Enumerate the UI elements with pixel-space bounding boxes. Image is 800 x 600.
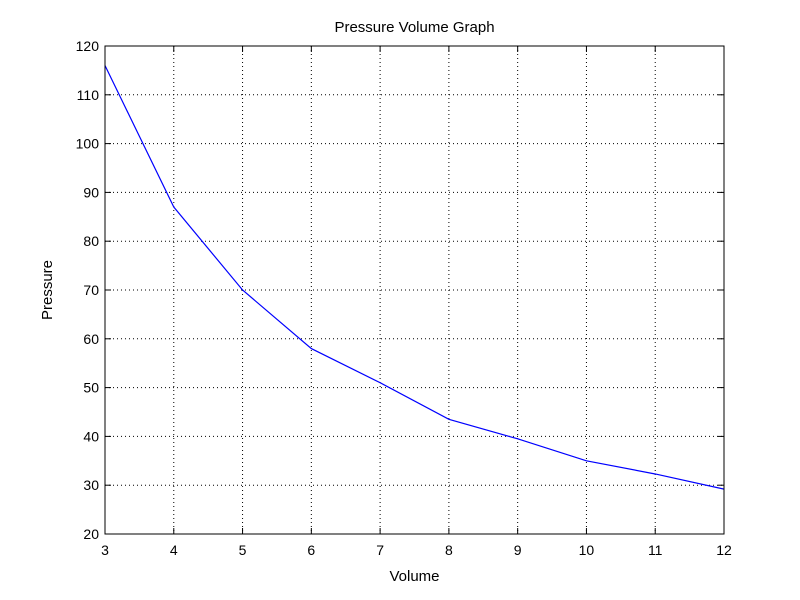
series-line: [104, 65, 725, 490]
x-tick-label: 7: [376, 542, 384, 558]
y-tick-label: 20: [83, 526, 99, 542]
x-tick-label: 8: [445, 542, 453, 558]
y-tick-label: 100: [76, 136, 100, 152]
x-tick-label: 10: [579, 542, 595, 558]
y-tick-label: 80: [83, 233, 99, 249]
tick-group: 3 4 5 6 7 8 9 10 11 12 20 30 40 50 60 70 80 90 100 110 120: [76, 38, 732, 558]
y-tick-label: 110: [77, 87, 100, 103]
x-tick-label: 3: [101, 542, 109, 558]
y-tick-label: 30: [83, 477, 99, 493]
x-tick-label: 4: [170, 542, 178, 558]
grid-lines: [105, 46, 724, 534]
x-tick-label: 9: [514, 542, 522, 558]
chart-title: Pressure Volume Graph: [334, 19, 494, 36]
y-tick-label: 120: [76, 38, 100, 54]
x-tick-label: 12: [716, 542, 732, 558]
y-tick-label: 60: [83, 331, 99, 347]
y-tick-label: 40: [83, 428, 99, 444]
x-tick-label: 6: [307, 542, 315, 558]
series-group: [104, 65, 725, 490]
y-tick-label: 70: [83, 282, 99, 298]
y-axis-label: Pressure: [39, 260, 56, 320]
x-axis-label: Volume: [389, 568, 439, 585]
x-tick-label: 11: [648, 542, 663, 558]
x-tick-label: 5: [239, 542, 247, 558]
y-tick-label: 50: [83, 380, 99, 396]
y-tick-label: 90: [83, 184, 99, 200]
